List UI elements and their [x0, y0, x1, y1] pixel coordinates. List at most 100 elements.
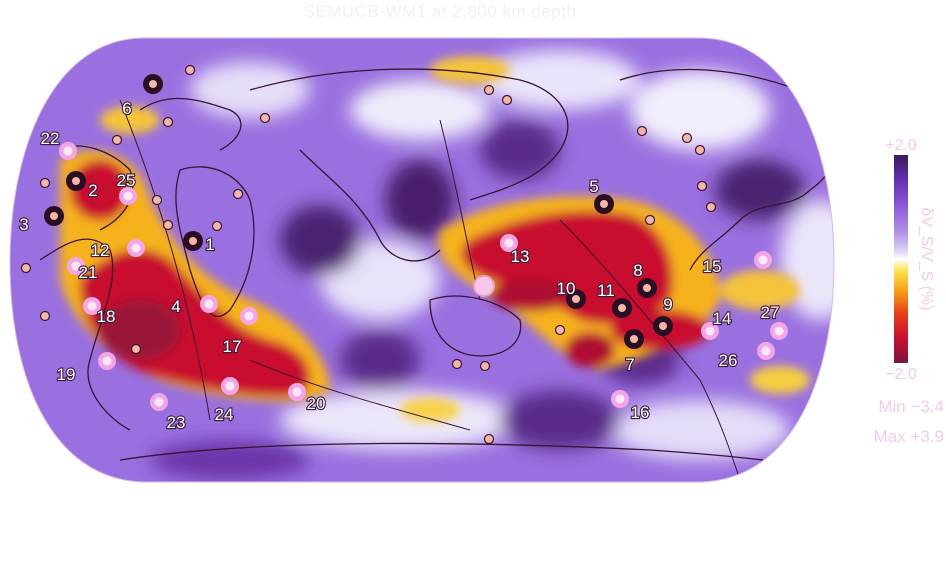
hotspot-9: 9: [653, 294, 674, 336]
colorbar-bottom-tick: −2.0: [885, 366, 917, 383]
hotspot-center: [761, 346, 771, 356]
hotspot-center: [659, 322, 667, 330]
hotspot-label: 11: [597, 281, 615, 300]
hotspot-center: [123, 191, 133, 201]
hotspot-center: [149, 80, 157, 88]
colorbar-label: δV_S/V_S (%): [918, 207, 935, 310]
hotspot-center: [292, 387, 302, 397]
hotspot-11: 11: [596, 280, 632, 318]
hotspot-center: [774, 326, 784, 336]
hotspot-label: 26: [719, 351, 738, 370]
minor-hotspot-dot: [20, 262, 32, 274]
hotspot-3: 3: [18, 206, 64, 235]
hotspot-label: 27: [761, 303, 780, 322]
hotspot-center: [504, 238, 514, 248]
max-value: Max +3.9: [874, 427, 944, 446]
minor-hotspot-dots: [20, 64, 717, 445]
hotspot-6: 6: [121, 74, 163, 119]
hotspot-5: 5: [588, 176, 614, 214]
colorbar-ramp: [894, 155, 908, 363]
minor-hotspot-dot: [483, 433, 495, 445]
hotspot-label: 12: [91, 241, 110, 260]
hotspot-center: [87, 301, 97, 311]
hotspot-19: 19: [55, 352, 116, 385]
minor-hotspot-dot: [211, 220, 223, 232]
hotspot-label: 10: [557, 279, 576, 298]
hotspot-20: 20: [288, 383, 327, 414]
minor-hotspot-dot: [554, 324, 566, 336]
hotspot-label: 15: [703, 257, 722, 276]
hotspot-center: [72, 177, 80, 185]
colorbar-top-tick: +2.0: [885, 137, 917, 154]
hotspot-center: [50, 212, 58, 220]
velocity-field: [10, 38, 834, 482]
hotspot-center: [618, 304, 626, 312]
min-value: Min −3.4: [878, 397, 944, 416]
minor-hotspot-dot: [111, 134, 123, 146]
hotspot-label: 18: [97, 307, 116, 326]
hotspot-23: 23: [150, 393, 187, 433]
hotspot-13: 13: [500, 234, 531, 267]
hotspot-12: 12: [89, 239, 145, 261]
hotspot-8: 8: [632, 260, 657, 298]
hotspot-22: 22: [39, 128, 77, 160]
minor-hotspot-dot: [232, 188, 244, 200]
hotspot-center: [225, 381, 235, 391]
minor-hotspot-dot: [162, 219, 174, 231]
minor-hotspot-dot: [681, 132, 693, 144]
minor-hotspot-dot: [39, 310, 51, 322]
hotspot-center: [131, 243, 141, 253]
hotspot-center: [572, 295, 580, 303]
hotspot-label: 17: [223, 337, 242, 356]
hotspot-label: 20: [307, 394, 326, 413]
hotspot-label: 9: [663, 295, 672, 314]
minor-hotspot-dot: [636, 125, 648, 137]
hotspot-center: [102, 356, 112, 366]
hotspot-label: 24: [215, 405, 234, 424]
hotspot-center: [615, 394, 625, 404]
minor-hotspot-dot: [151, 194, 163, 206]
hotspot-label: 19: [57, 365, 76, 384]
hotspot-18: 18: [83, 297, 117, 327]
minor-hotspot-dot: [694, 144, 706, 156]
hotspot-label: 4: [171, 297, 180, 316]
hotspot-label: 21: [79, 263, 98, 282]
hotspot-label: 13: [511, 247, 530, 266]
hotspot-center: [154, 397, 164, 407]
hotspot-label: 14: [713, 309, 732, 328]
hotspot-label: 5: [589, 177, 598, 196]
hotspot-10: 10: [555, 278, 586, 309]
hotspot-center: [189, 237, 197, 245]
hotspot-center: [71, 261, 81, 271]
hotspot-15: 15: [701, 251, 772, 277]
hotspot-4: 4: [170, 295, 218, 317]
hotspot-label: 1: [205, 235, 214, 254]
hotspot-1: 1: [183, 231, 216, 255]
minor-hotspot-dot: [479, 360, 491, 372]
hotspot-24: 24: [213, 377, 239, 425]
hotspot-center: [630, 335, 638, 343]
hotspot-26: 26: [717, 342, 775, 371]
hotspot-center: [758, 255, 768, 265]
minor-hotspot-dot: [644, 214, 656, 226]
minor-hotspot-dot: [696, 180, 708, 192]
minor-hotspot-dot: [184, 64, 196, 76]
hotspot-center: [63, 146, 73, 156]
hotspot-center: [204, 299, 214, 309]
minor-hotspot-dot: [483, 84, 495, 96]
hotspot-label: 23: [167, 413, 186, 432]
minor-hotspot-dot: [39, 177, 51, 189]
hotspot-7: 7: [624, 329, 644, 375]
hotspot-center: [643, 284, 651, 292]
colorbar: +2.0 −2.0 δV_S/V_S (%) Min −3.4 Max +3.9: [874, 137, 944, 446]
hotspot-center: [244, 311, 254, 321]
hotspot-label: 3: [19, 215, 28, 234]
map-title: SEMUCB-WM1 at 2,800 km depth: [303, 2, 577, 21]
globe-outline: [9, 37, 835, 483]
hotspot-label: 16: [631, 403, 650, 422]
hotspot-label: 2: [88, 181, 97, 200]
hotspot-17: 17: [221, 307, 258, 357]
hotspot-27: 27: [759, 302, 788, 340]
